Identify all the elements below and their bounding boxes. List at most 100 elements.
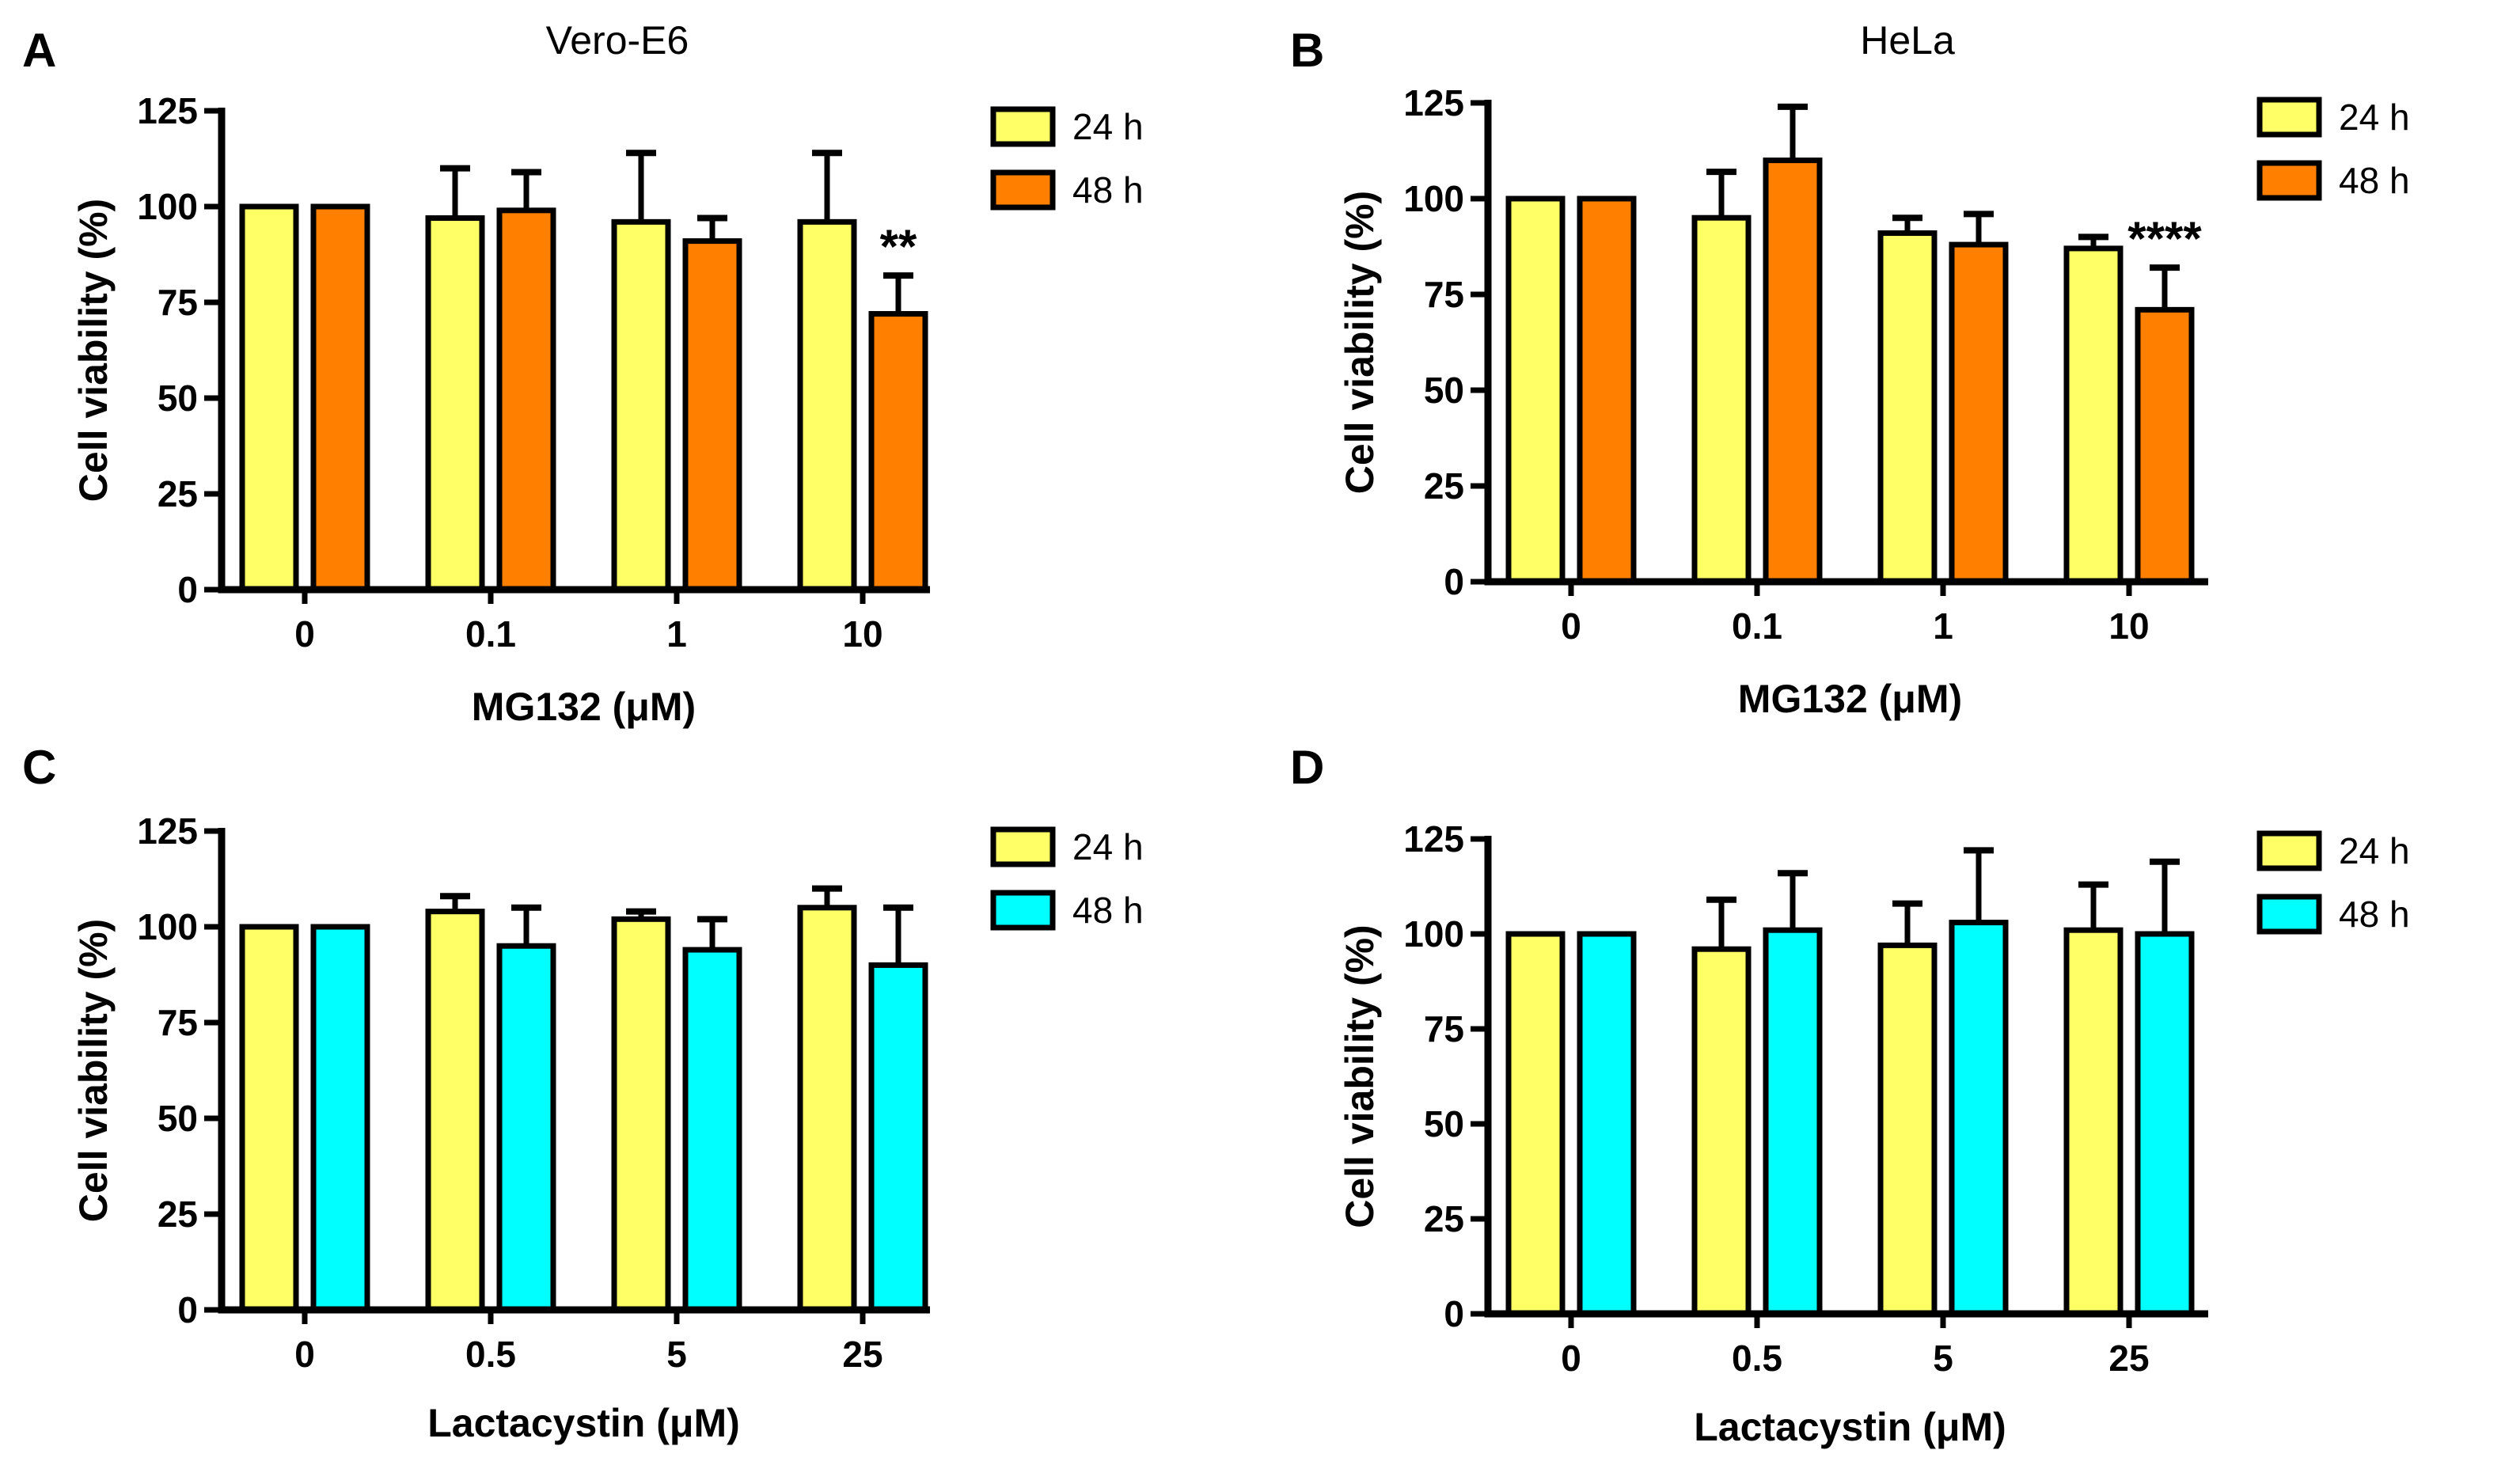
y-tick-label: 25	[1424, 465, 1464, 507]
legend-label: 24 h	[2339, 830, 2410, 871]
y-axis-title: Cell viability (%)	[71, 919, 116, 1222]
legend-swatch	[990, 169, 1056, 211]
panel-letter: A	[22, 24, 56, 77]
bar-48h-0	[310, 924, 370, 1313]
x-tick-label: 1	[1933, 605, 1953, 647]
x-tick-label: 0.1	[1732, 605, 1782, 647]
panel-c: C 0 0.5 5 25 0 25 50 75 100 125 Cell viability (%) L…	[22, 741, 1144, 1445]
x-tick-label: 10	[842, 613, 882, 655]
legend-swatch	[2256, 97, 2322, 138]
bar-48h-1	[1949, 241, 2009, 585]
legend-swatch	[990, 826, 1056, 867]
x-tick-label: 0	[294, 613, 315, 655]
x-axis-title: MG132 (μM)	[1738, 677, 1962, 721]
y-tick-label: 25	[158, 1194, 198, 1235]
y-tick-label: 100	[137, 186, 198, 227]
panel-b: B HeLa 0 0.1 1 10 **** 0 25 50 75 100 125 Cell viabil…	[1290, 18, 2410, 721]
x-tick-label: 5	[1933, 1338, 1953, 1379]
y-tick-label: 50	[158, 1098, 198, 1139]
bar-48h-5	[1949, 920, 2009, 1317]
significance-label: ****	[2127, 212, 2202, 265]
y-tick-label: 75	[1424, 274, 1464, 315]
bar-48h-0	[1577, 195, 1637, 585]
x-axis-title: MG132 (μM)	[472, 685, 696, 729]
bar-48h-0.5	[1763, 927, 1823, 1317]
bar-24h-1	[1877, 230, 1938, 585]
x-axis-title: Lactacystin (μM)	[427, 1401, 740, 1445]
legend-label: 48 h	[2339, 894, 2410, 935]
bar-24h-10	[797, 218, 857, 593]
x-axis-title: Lactacystin (μM)	[1694, 1405, 2006, 1449]
bar-24h-0	[239, 924, 299, 1313]
bar-48h-10	[868, 311, 928, 593]
panel-letter: B	[1290, 24, 1324, 77]
legend-label: 48 h	[2339, 160, 2410, 201]
y-tick-label: 50	[1424, 1103, 1464, 1144]
bar-24h-0.1	[1691, 214, 1752, 585]
bar-24h-0	[1505, 931, 1566, 1317]
y-tick-label: 25	[1424, 1198, 1464, 1239]
y-tick-label: 0	[177, 569, 198, 610]
legend-label: 24 h	[2339, 97, 2410, 138]
y-tick-label: 25	[158, 473, 198, 514]
y-tick-label: 100	[1403, 178, 1464, 219]
bar-24h-5	[1877, 942, 1938, 1317]
x-tick-label: 25	[842, 1334, 882, 1375]
bar-24h-5	[611, 916, 671, 1313]
legend-label: 48 h	[1072, 169, 1144, 211]
bar-24h-0.5	[1691, 946, 1752, 1317]
legend-label: 48 h	[1072, 890, 1144, 931]
bar-48h-5	[682, 947, 742, 1313]
y-axis-title: Cell viability (%)	[71, 199, 116, 502]
y-tick-label: 125	[137, 810, 198, 852]
y-tick-label: 100	[137, 906, 198, 947]
legend-swatch	[990, 890, 1056, 931]
bar-24h-1	[611, 218, 671, 593]
y-tick-label: 125	[1403, 82, 1464, 123]
y-tick-label: 125	[137, 90, 198, 131]
x-tick-label: 0	[1561, 1338, 1581, 1379]
bar-48h-0	[310, 203, 370, 593]
bar-48h-0.1	[496, 207, 556, 593]
x-tick-label: 0.5	[465, 1334, 516, 1375]
bar-48h-1	[682, 238, 742, 593]
y-axis-title: Cell viability (%)	[1338, 924, 1382, 1228]
y-tick-label: 75	[1424, 1008, 1464, 1049]
x-tick-label: 0.5	[1732, 1338, 1782, 1379]
bar-24h-0	[1505, 195, 1566, 585]
legend-label: 24 h	[1072, 106, 1144, 147]
significance-label: **	[880, 220, 917, 273]
bar-48h-0.5	[496, 943, 556, 1313]
x-tick-label: 0	[1561, 605, 1581, 647]
panel-letter: D	[1290, 741, 1324, 794]
panel-d: D 0 0.5 5 25 0 25 50 75 100 125 Cell viability (%) L…	[1290, 741, 2410, 1449]
bar-48h-25	[868, 962, 928, 1313]
panel-a: A Vero-E6 0 0.1 1 10 ** 0 25 50 75 100 125 Cell viabi…	[22, 18, 1144, 729]
bar-24h-25	[797, 905, 857, 1313]
legend-swatch	[2256, 160, 2322, 201]
bar-48h-25	[2135, 931, 2195, 1317]
y-tick-label: 75	[158, 282, 198, 323]
x-tick-label: 10	[2108, 605, 2149, 647]
bar-48h-0.1	[1763, 158, 1823, 585]
y-tick-label: 75	[158, 1002, 198, 1043]
y-tick-label: 0	[1444, 1293, 1464, 1334]
legend-swatch	[2256, 830, 2322, 871]
bar-24h-0.5	[425, 909, 485, 1313]
x-tick-label: 1	[666, 613, 687, 655]
x-tick-label: 5	[666, 1334, 687, 1375]
y-tick-label: 50	[158, 378, 198, 419]
chart-title: Vero-E6	[546, 18, 689, 63]
bar-24h-0.1	[425, 215, 485, 593]
legend-label: 24 h	[1072, 826, 1144, 867]
y-tick-label: 50	[1424, 370, 1464, 411]
y-axis-title: Cell viability (%)	[1338, 191, 1382, 494]
bar-24h-25	[2063, 927, 2124, 1317]
bar-48h-10	[2135, 306, 2195, 585]
y-tick-label: 100	[1403, 913, 1464, 955]
y-tick-label: 0	[1444, 561, 1464, 602]
x-tick-label: 0.1	[465, 613, 516, 655]
y-tick-label: 125	[1403, 818, 1464, 860]
x-tick-label: 25	[2108, 1338, 2149, 1379]
